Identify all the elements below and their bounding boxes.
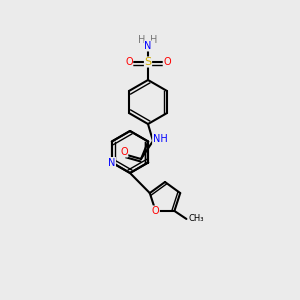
Text: H: H (138, 35, 146, 45)
Text: O: O (125, 57, 133, 67)
Text: S: S (144, 57, 152, 67)
Text: N: N (144, 41, 152, 51)
Text: O: O (163, 57, 171, 67)
Text: CH₃: CH₃ (188, 214, 204, 224)
Text: O: O (120, 147, 128, 157)
Text: O: O (152, 206, 159, 216)
Text: H: H (150, 35, 158, 45)
Text: NH: NH (153, 134, 167, 144)
Text: N: N (108, 158, 116, 167)
